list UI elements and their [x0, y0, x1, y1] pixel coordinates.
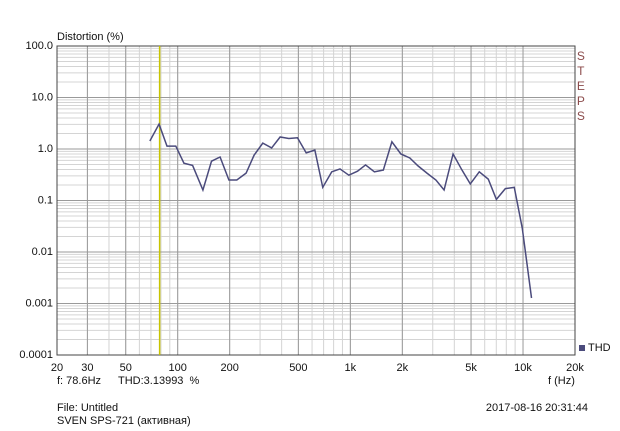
legend-label: THD	[588, 342, 611, 354]
x-tick-label: 100	[169, 362, 187, 374]
y-tick-label: 0.001	[25, 297, 53, 309]
footer-device: SVEN SPS-721 (активная)	[57, 415, 191, 427]
x-tick-label: 500	[289, 362, 307, 374]
x-tick-label: 10k	[514, 362, 532, 374]
footer-file: File: Untitled	[57, 402, 118, 414]
y-tick-label: 1.0	[38, 143, 53, 155]
x-tick-label: 20	[51, 362, 63, 374]
y-tick-label: 10.0	[32, 91, 53, 103]
y-tick-label: 0.01	[32, 246, 53, 258]
x-tick-label: 2k	[397, 362, 409, 374]
x-tick-label: 5k	[465, 362, 477, 374]
steps-label: STEPS	[574, 49, 588, 124]
y-tick-label: 100.0	[25, 40, 53, 52]
plot-frame	[56, 45, 576, 356]
y-tick-label: 0.0001	[19, 349, 53, 361]
footer-date: 2017-08-16 20:31:44	[486, 402, 588, 414]
x-axis-label: f (Hz)	[548, 375, 575, 387]
legend-swatch	[579, 345, 585, 351]
y-tick-label: 0.1	[38, 194, 53, 206]
cursor-frequency: f: 78.6Hz	[57, 375, 101, 387]
x-tick-label: 30	[81, 362, 93, 374]
chart-title: Distortion (%)	[57, 31, 124, 43]
x-tick-label: 200	[220, 362, 238, 374]
x-tick-label: 50	[120, 362, 132, 374]
cursor-value: THD:3.13993 %	[118, 375, 200, 387]
series-line	[149, 122, 533, 299]
x-tick-label: 20k	[566, 362, 584, 374]
x-tick-label: 1k	[345, 362, 357, 374]
